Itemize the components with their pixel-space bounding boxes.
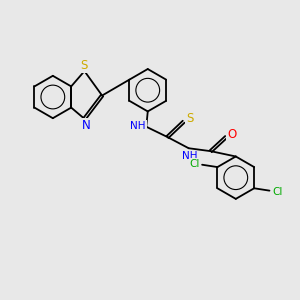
Text: N: N bbox=[82, 119, 91, 132]
Text: Cl: Cl bbox=[190, 158, 200, 169]
Text: Cl: Cl bbox=[272, 187, 282, 197]
Text: NH: NH bbox=[130, 121, 146, 131]
Text: S: S bbox=[186, 112, 193, 125]
Text: O: O bbox=[227, 128, 237, 141]
Text: S: S bbox=[80, 59, 88, 72]
Text: NH: NH bbox=[182, 152, 197, 161]
